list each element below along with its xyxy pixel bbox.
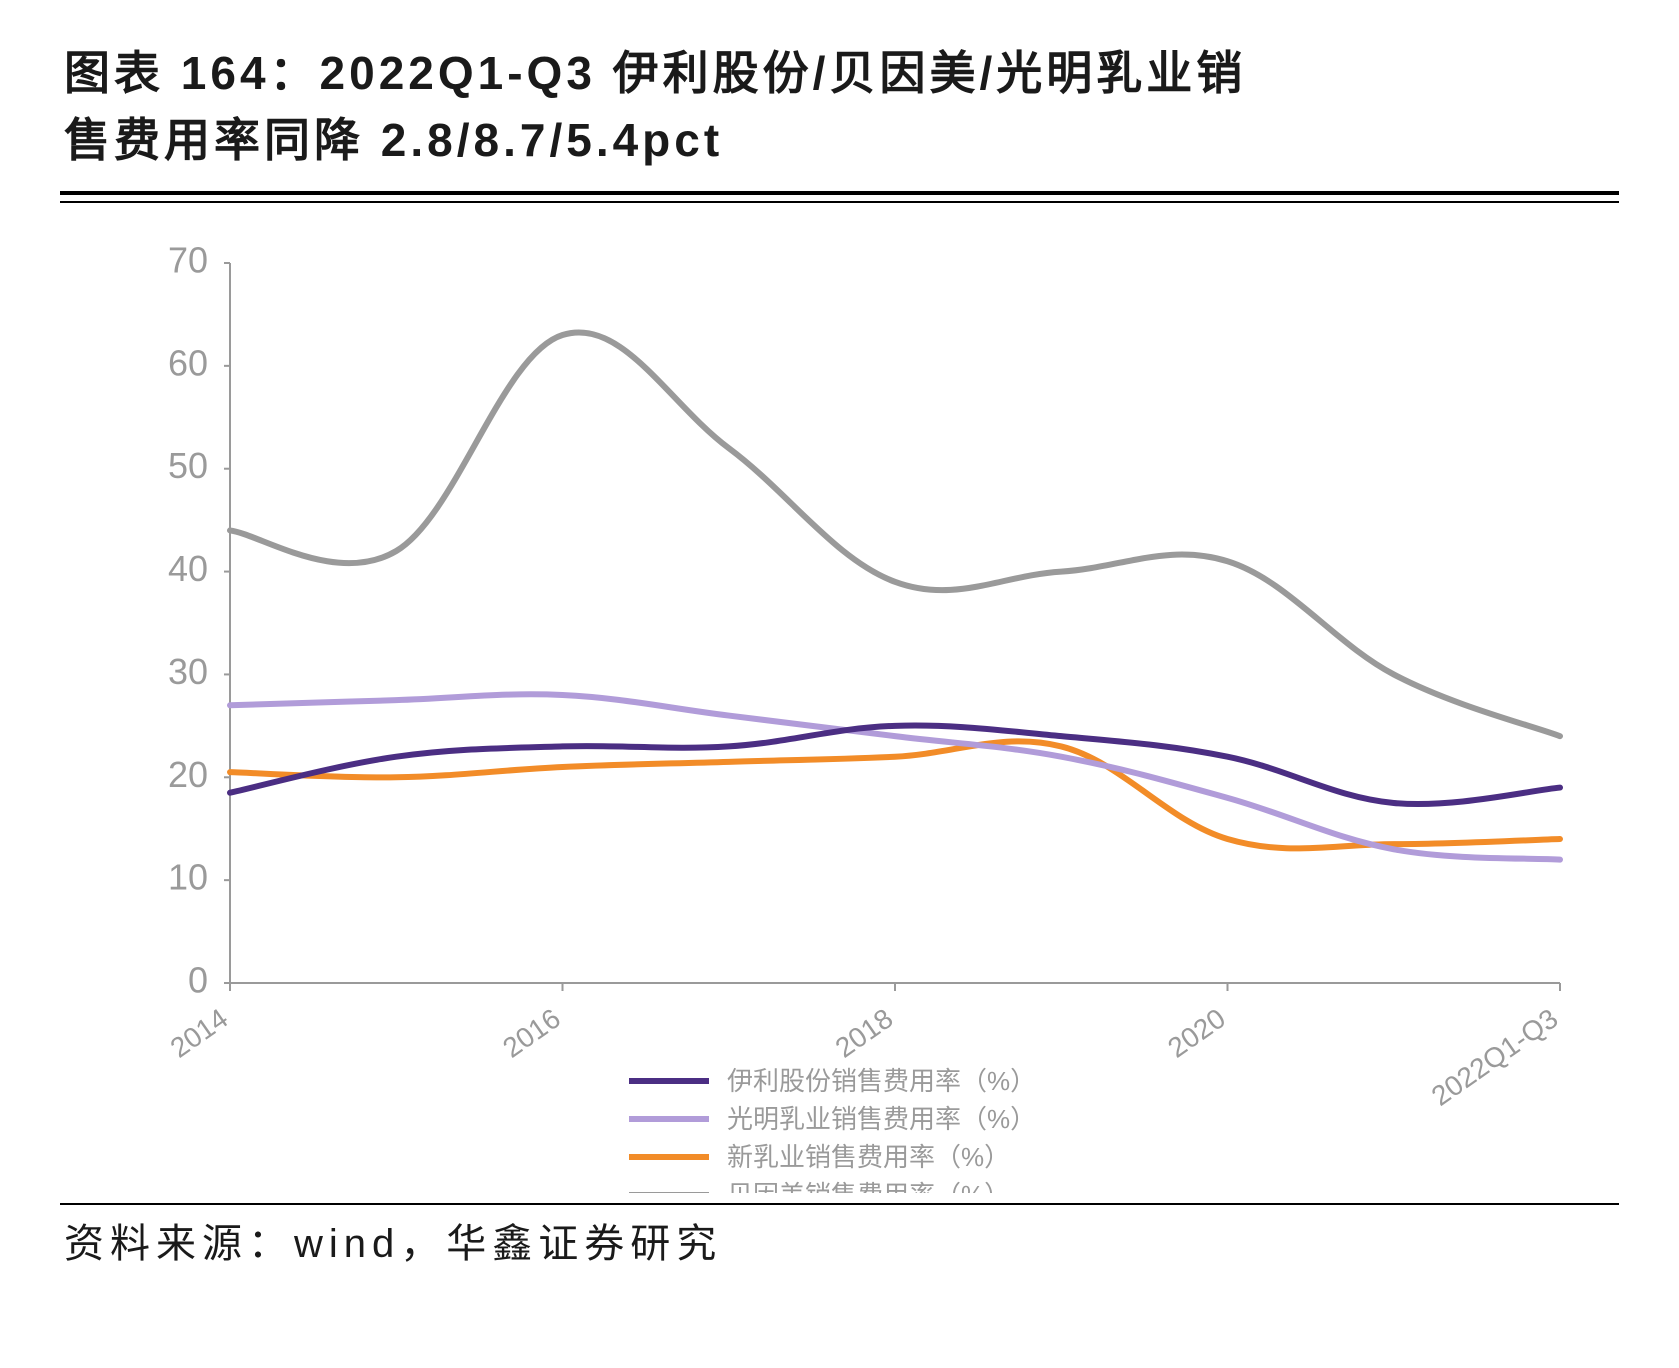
y-tick-label: 30	[168, 651, 208, 692]
y-tick-label: 10	[168, 857, 208, 898]
y-tick-label: 50	[168, 446, 208, 487]
title-line-1: 图表 164：2022Q1-Q3 伊利股份/贝因美/光明乳业销	[64, 47, 1246, 99]
series-line	[230, 333, 1560, 737]
legend-label: 贝因美销售费用率（%）	[727, 1180, 1010, 1193]
legend-label: 光明乳业销售费用率（%）	[727, 1104, 1036, 1134]
x-tick-label: 2018	[830, 1003, 899, 1064]
chart-area: 0 10 20 30 40 50 60 70 2014 2016 2018 2020 2022Q1-Q3…	[60, 233, 1600, 1193]
y-tick-label: 20	[168, 754, 208, 795]
x-tick-label: 2016	[497, 1003, 566, 1064]
legend-label: 新乳业销售费用率（%）	[727, 1142, 1010, 1172]
y-tick-label: 70	[168, 240, 208, 281]
title-line-2: 售费用率同降 2.8/8.7/5.4pct	[64, 114, 723, 166]
y-tick-label: 0	[188, 960, 208, 1001]
line-chart-svg: 0 10 20 30 40 50 60 70 2014 2016 2018 2020 2022Q1-Q3…	[60, 233, 1600, 1193]
top-rule-thick	[60, 191, 1619, 195]
x-tick-label: 2020	[1162, 1003, 1231, 1064]
y-tick-label: 60	[168, 343, 208, 384]
source-text: 资料来源：wind，华鑫证券研究	[60, 1211, 1619, 1269]
top-rule-thin	[60, 201, 1619, 203]
x-tick-label: 2022Q1-Q3	[1426, 1003, 1564, 1112]
chart-page: 图表 164：2022Q1-Q3 伊利股份/贝因美/光明乳业销 售费用率同降 2…	[0, 0, 1679, 1368]
chart-title: 图表 164：2022Q1-Q3 伊利股份/贝因美/光明乳业销 售费用率同降 2…	[60, 40, 1619, 173]
x-tick-label: 2014	[165, 1003, 234, 1064]
bottom-rule	[60, 1203, 1619, 1205]
y-tick-label: 40	[168, 548, 208, 589]
legend-label: 伊利股份销售费用率（%）	[727, 1066, 1036, 1096]
